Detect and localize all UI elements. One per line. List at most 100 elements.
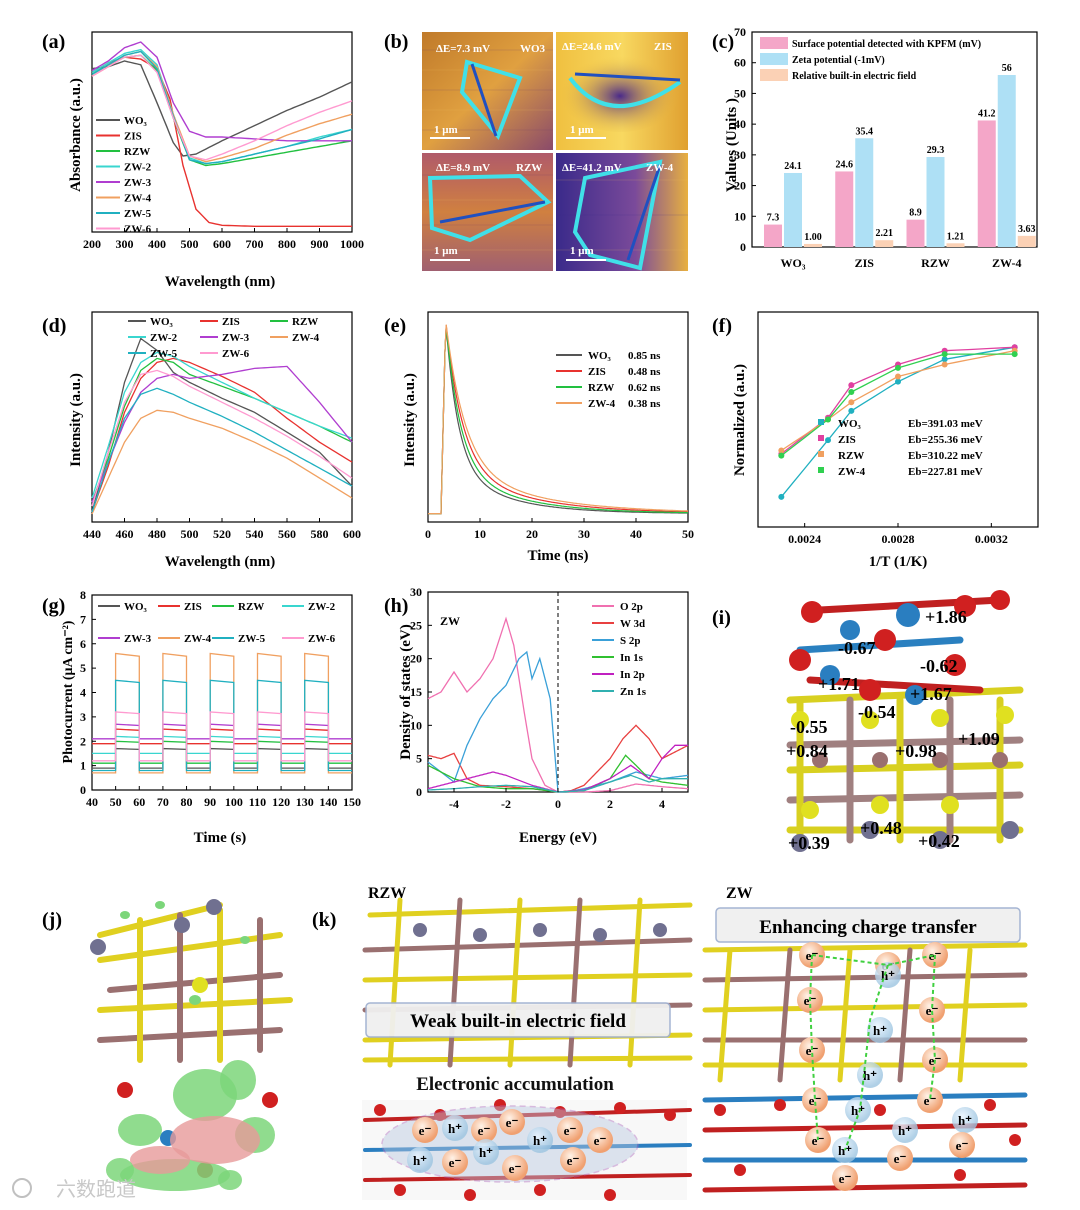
legend-label-s-2p: S 2p <box>620 635 641 647</box>
x-tick-label: 130 <box>296 795 314 809</box>
y-axis-label: Photocurrent (μA cm⁻²) <box>61 620 76 763</box>
charge-7: -0.55 <box>790 717 828 737</box>
x-tick-label: 440 <box>83 527 101 541</box>
x-tick-label: 600 <box>343 527 361 541</box>
watermark-text: 六数跑道 <box>56 1178 136 1201</box>
label-e: (e) <box>384 315 406 337</box>
legend-label-zw-5: ZW-5 <box>150 348 178 360</box>
legend-lifetime: 0.62 ns <box>628 382 661 394</box>
x-tick-label: 520 <box>213 527 231 541</box>
scan-noise <box>422 49 688 251</box>
x-tick-label: 150 <box>343 795 361 809</box>
y-tick-label: 30 <box>410 585 422 599</box>
right-carrier-19: e⁻ <box>832 1165 858 1191</box>
data-point-zis <box>848 382 855 389</box>
left-carrier-7: h⁺ <box>407 1147 433 1173</box>
x-category-label: RZW <box>921 256 950 270</box>
left-carrier-3: e⁻ <box>499 1109 525 1135</box>
legend-eb: Eb=310.22 meV <box>908 450 983 462</box>
x-tick-label: 900 <box>311 237 329 251</box>
legend-label-zw-5: ZW-5 <box>124 208 152 220</box>
label-f: (f) <box>712 315 732 337</box>
data-point-zw-4 <box>895 364 901 371</box>
series-line-zw-5 <box>91 50 353 165</box>
y-tick-label: 1 <box>80 759 86 773</box>
kpfm-de-wo3: ΔE=7.3 mV <box>436 43 490 55</box>
electron-ball <box>799 1037 825 1063</box>
x-tick-label: 480 <box>148 527 166 541</box>
weak-field-box <box>365 1002 671 1038</box>
legend-label-wo3: WO₃ <box>588 350 612 362</box>
legend-label-w-3d: W 3d <box>620 618 645 630</box>
bar-value-label: 1.00 <box>804 232 822 243</box>
data-point-rzw <box>778 447 785 454</box>
y-tick-label: 30 <box>734 148 746 162</box>
right-carrier-3: h⁺ <box>875 962 901 988</box>
hole-ball <box>892 1117 918 1143</box>
electron-ball <box>502 1155 528 1181</box>
legend-swatch-field <box>760 69 788 81</box>
x-tick-label: 40 <box>630 527 642 541</box>
legend-label-in-2p: In 2p <box>620 669 645 681</box>
series-line-zw-6 <box>91 54 353 161</box>
x-tick-label: 120 <box>272 795 290 809</box>
right-carrier-18: e⁻ <box>949 1132 975 1158</box>
x-tick-label: 200 <box>83 237 101 251</box>
y-tick-label: 5 <box>416 752 422 766</box>
bar-zw-4-2 <box>1017 235 1036 247</box>
legend-label-zw-4: ZW-4 <box>838 466 866 478</box>
x-tick-label: -2 <box>501 797 511 811</box>
weak-field-label: Weak built-in electric field <box>410 1011 626 1032</box>
x-tick-label: 100 <box>225 795 243 809</box>
scale-bars <box>430 137 606 261</box>
bar-value-label: 56 <box>1002 63 1012 74</box>
y-tick-label: 25 <box>410 618 422 632</box>
x-tick-label: 20 <box>526 527 538 541</box>
decay-line-rzw <box>428 325 688 515</box>
electron-label: e⁻ <box>839 1171 852 1186</box>
electron-label: e⁻ <box>809 1093 822 1108</box>
y-tick-label: 0 <box>416 785 422 799</box>
electron-label: e⁻ <box>419 1123 432 1138</box>
legend-lifetime: 0.48 ns <box>628 366 661 378</box>
electron-ball <box>887 1145 913 1171</box>
electron-label: e⁻ <box>509 1161 522 1176</box>
legend-label-rzw: RZW <box>124 146 150 158</box>
data-point-wo3 <box>848 407 855 414</box>
enhance-label: Enhancing charge transfer <box>759 917 977 938</box>
legend-label-zw-4: ZW-4 <box>292 332 320 344</box>
left-carrier-11: e⁻ <box>560 1147 586 1173</box>
charge-9: +0.98 <box>895 741 937 761</box>
bar-wo3-2 <box>804 243 822 247</box>
data-point-rzw <box>941 361 948 368</box>
charge-4: +1.71 <box>818 674 860 694</box>
x-tick-label: 1000 <box>340 237 364 251</box>
bar-wo3-1 <box>784 172 802 247</box>
hole-label: h⁺ <box>413 1153 427 1168</box>
right-carrier-17: e⁻ <box>887 1145 913 1171</box>
x-tick-label: 460 <box>116 527 134 541</box>
bar-value-label: 29.3 <box>927 145 945 156</box>
electron-ball <box>560 1147 586 1173</box>
x-tick-label: -4 <box>449 797 459 811</box>
accumulation-label: Electronic accumulation <box>416 1074 614 1095</box>
kpfm-name-rzw: RZW <box>516 162 542 174</box>
label-i: (i) <box>712 607 731 629</box>
hole-label: h⁺ <box>851 1103 865 1118</box>
legend-label-wo3: WO₃ <box>124 601 148 613</box>
electron-ball <box>557 1117 583 1143</box>
series-line-zis <box>91 357 353 513</box>
x-tick-label: 300 <box>116 237 134 251</box>
bader-charges: +1.86 -0.67 -0.62 +1.71 +1.67 -0.54 -0.5… <box>786 607 1000 853</box>
left-carrier-4: h⁺ <box>527 1127 553 1153</box>
x-axis-label: Time (ns) <box>528 548 589 564</box>
series-line-zw-4 <box>91 409 353 515</box>
electron-label: e⁻ <box>506 1115 519 1130</box>
legend-label-zw-2: ZW-2 <box>308 601 336 613</box>
decay-line-zis <box>428 325 689 515</box>
legend-label-zw-6: ZW-6 <box>124 224 152 236</box>
hole-label: h⁺ <box>448 1121 462 1136</box>
electron-label: e⁻ <box>567 1153 580 1168</box>
zw-title: ZW <box>726 885 753 902</box>
